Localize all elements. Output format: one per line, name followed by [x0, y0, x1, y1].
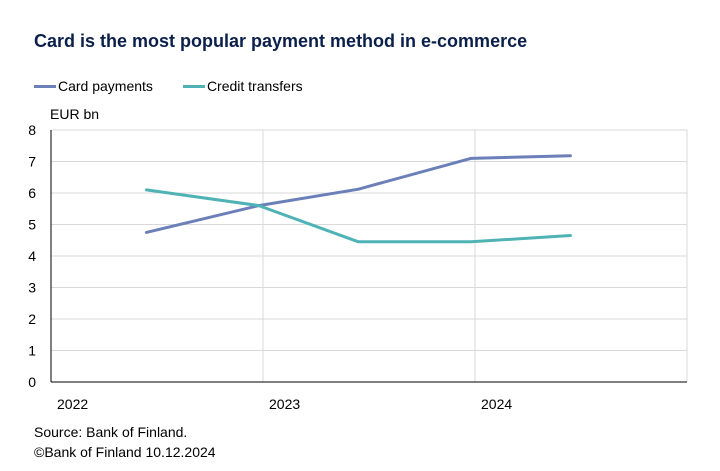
legend-item-credit: Credit transfers: [182, 78, 303, 94]
y-tick-label: 7: [28, 154, 36, 170]
y-axis-unit-label: EUR bn: [50, 106, 100, 122]
legend-item-card: Card payments: [34, 78, 153, 94]
y-tick-label: 6: [28, 185, 36, 201]
legend-swatch-credit: [182, 84, 205, 88]
y-tick-label: 0: [28, 374, 36, 390]
y-tick-label: 2: [28, 311, 36, 327]
legend-label-credit: Credit transfers: [206, 78, 303, 94]
copyright-note: ©Bank of Finland 10.12.2024: [34, 444, 216, 460]
credit-transfers-line: [144, 188, 572, 244]
x-tick-label: 2023: [269, 396, 300, 412]
source-note: Source: Bank of Finland.: [34, 424, 188, 440]
legend: Card payments Credit transfers: [34, 78, 333, 94]
y-tick-label: 8: [28, 122, 36, 138]
chart-title: Card is the most popular payment method …: [34, 31, 528, 51]
card-payments-line: [144, 154, 572, 234]
legend-swatch-card: [34, 84, 56, 88]
y-tick-label: 1: [28, 343, 36, 359]
y-tick-label: 5: [28, 217, 36, 233]
y-tick-label: 4: [28, 248, 36, 264]
legend-label-card: Card payments: [58, 78, 153, 94]
y-tick-label: 3: [28, 280, 36, 296]
x-tick-label: 2022: [57, 396, 88, 412]
x-tick-label: 2024: [481, 396, 512, 412]
